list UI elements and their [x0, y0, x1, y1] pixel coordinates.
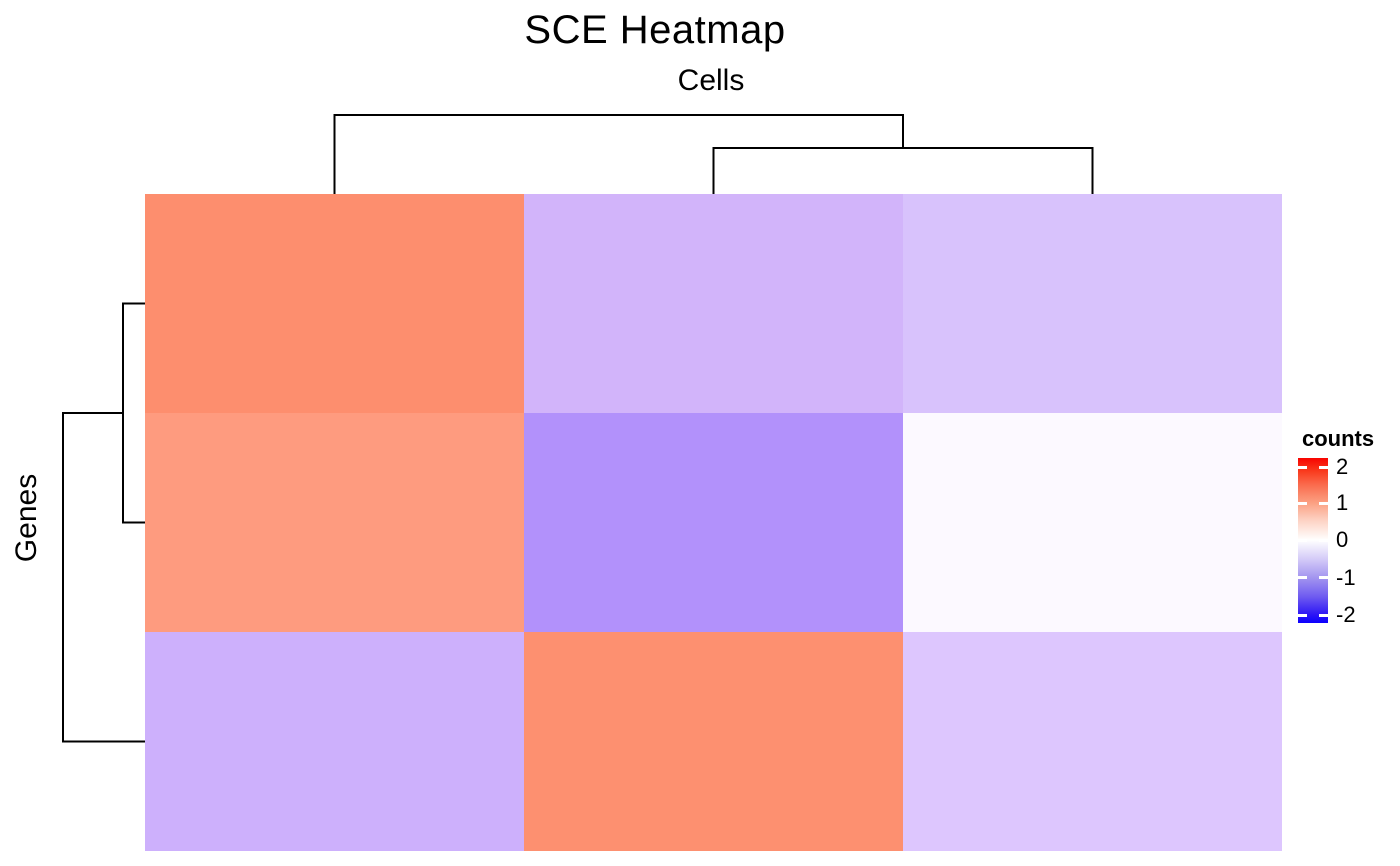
heatmap-cell-r3c3 [903, 632, 1282, 851]
row-dendrogram-subcluster-link [122, 302, 145, 524]
legend-tick-dash [1319, 538, 1328, 542]
row-dendrogram-root-link [62, 412, 145, 743]
legend-tick-dash [1319, 576, 1328, 580]
legend-tick-dash [1298, 538, 1307, 542]
page-title: SCE Heatmap [524, 8, 786, 52]
legend-tick-label: 1 [1336, 490, 1349, 516]
legend-tick-dash [1319, 501, 1328, 505]
heatmap-cell-r2c1 [145, 413, 524, 632]
heatmap-cell-r2c2 [524, 413, 903, 632]
heatmap-cell-r1c3 [903, 194, 1282, 413]
legend-tick-label: -2 [1336, 602, 1356, 628]
legend-tick-dash [1298, 613, 1307, 617]
legend-tick-dash [1298, 465, 1307, 469]
column-dendrogram-root-link [333, 114, 904, 194]
legend: counts 2 1 0 -1 -2 [1296, 426, 1400, 636]
legend-tick-dash [1319, 613, 1328, 617]
legend-tick-dash [1319, 465, 1328, 469]
legend-tick-label: -1 [1336, 564, 1356, 590]
column-axis-label: Cells [677, 64, 745, 97]
legend-tick-label: 2 [1336, 454, 1349, 480]
legend-tick-dash [1298, 576, 1307, 580]
row-dendrogram [62, 302, 145, 743]
heatmap-cell-r3c1 [145, 632, 524, 851]
column-dendrogram [333, 114, 1094, 194]
legend-tick-dash [1298, 501, 1307, 505]
legend-tick-label: 0 [1336, 527, 1349, 552]
heatmap-cell-r1c2 [524, 194, 903, 413]
column-dendrogram-subcluster-link [712, 147, 1094, 194]
heatmap-cell-r2c3 [903, 413, 1282, 632]
legend-title: counts [1302, 426, 1375, 451]
heatmap-cell-r3c2 [524, 632, 903, 851]
heatmap-cell-r1c1 [145, 194, 524, 413]
heatmap-grid [145, 194, 1282, 851]
legend-colorbar [1298, 458, 1328, 623]
